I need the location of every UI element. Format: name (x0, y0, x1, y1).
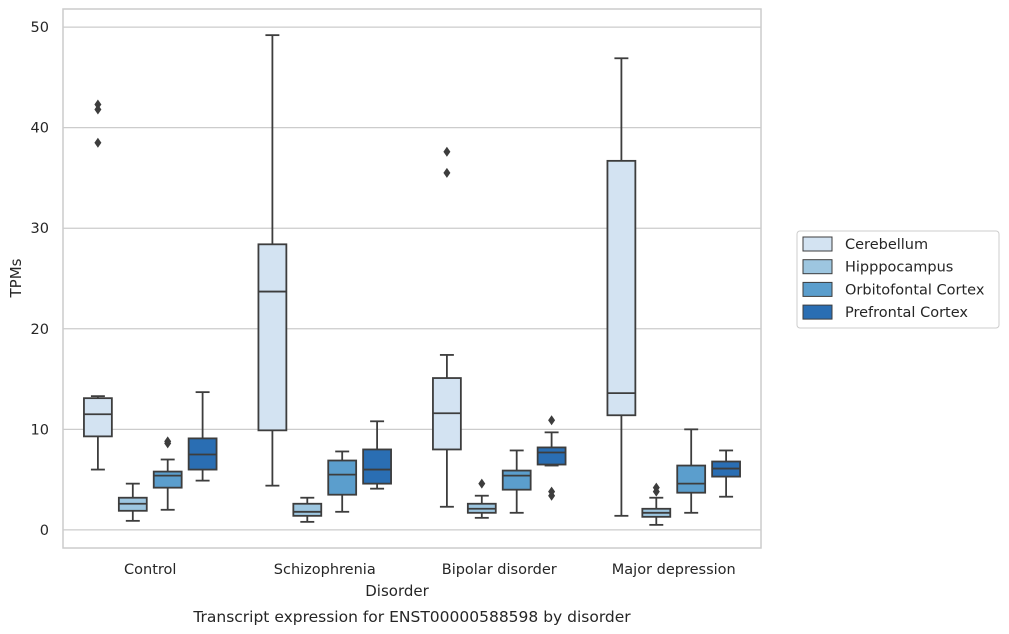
box-cerebellum (83, 99, 113, 471)
box-groups (83, 34, 741, 526)
legend-label: Cerebellum (845, 237, 928, 253)
outlier-point (443, 167, 451, 178)
x-axis-ticks: Control Schizophrenia Bipolar disorder Majo… (124, 562, 736, 578)
box-hipppocampus (641, 482, 672, 526)
box-body (362, 448, 392, 485)
box-body (257, 243, 288, 432)
x-tick-label: Control (124, 562, 176, 578)
box-hipppocampus (466, 478, 497, 519)
y-tick-label: 40 (31, 121, 49, 137)
outlier-point (94, 104, 102, 115)
legend-frame (796, 230, 1000, 329)
x-tick-label: Bipolar disorder (442, 562, 557, 578)
legend: Cerebellum Hipppocampus Orbitofontal Corte… (796, 230, 1000, 329)
outlier-point (94, 99, 102, 110)
box-cerebellum (257, 34, 288, 487)
grid-lines (63, 26, 761, 531)
box-orbitofontal-cortex (501, 449, 532, 514)
plot-frame (62, 8, 762, 549)
outlier-point (94, 137, 102, 148)
outlier-point (548, 486, 556, 497)
box-body (152, 470, 183, 489)
legend-swatch (802, 281, 833, 297)
box-hipppocampus (117, 482, 148, 522)
box-cerebellum (432, 146, 462, 508)
x-tick-label: Major depression (612, 562, 736, 578)
y-tick-label: 50 (31, 20, 49, 36)
y-axis-ticks: 0 10 20 30 40 50 (31, 20, 49, 539)
box-cerebellum (606, 57, 637, 517)
legend-label: Prefrontal Cortex (845, 305, 968, 321)
box-body (676, 464, 707, 494)
box-prefrontal-cortex (362, 420, 392, 490)
legend-swatch (802, 236, 833, 252)
box-body (292, 502, 323, 517)
outlier-point (478, 478, 486, 489)
y-axis-label: TPMs (7, 258, 25, 298)
y-tick-label: 30 (31, 221, 49, 237)
box-orbitofontal-cortex (327, 450, 358, 513)
outlier-point (652, 482, 660, 493)
outlier-point (548, 415, 556, 426)
y-tick-label: 10 (31, 422, 49, 438)
box-hipppocampus (292, 496, 323, 523)
box-prefrontal-cortex (536, 415, 567, 501)
box-body (83, 397, 113, 438)
box-orbitofontal-cortex (676, 428, 707, 514)
box-orbitofontal-cortex (152, 436, 183, 511)
box-body (536, 446, 567, 466)
legend-swatch (802, 259, 833, 275)
chart-caption: Transcript expression for ENST0000058859… (192, 608, 631, 626)
box-prefrontal-cortex (711, 449, 741, 498)
y-tick-label: 0 (40, 523, 49, 539)
legend-label: Orbitofontal Cortex (845, 282, 985, 298)
box-prefrontal-cortex (187, 391, 218, 482)
y-tick-label: 20 (31, 322, 49, 338)
box-body (501, 469, 532, 491)
outlier-point (164, 436, 172, 447)
x-axis-label: Disorder (365, 582, 429, 600)
box-body (327, 459, 358, 496)
x-tick-label: Schizophrenia (274, 562, 376, 578)
outlier-point (443, 146, 451, 157)
legend-label: Hipppocampus (845, 260, 953, 276)
box-body (606, 159, 637, 417)
legend-swatch (802, 304, 833, 320)
